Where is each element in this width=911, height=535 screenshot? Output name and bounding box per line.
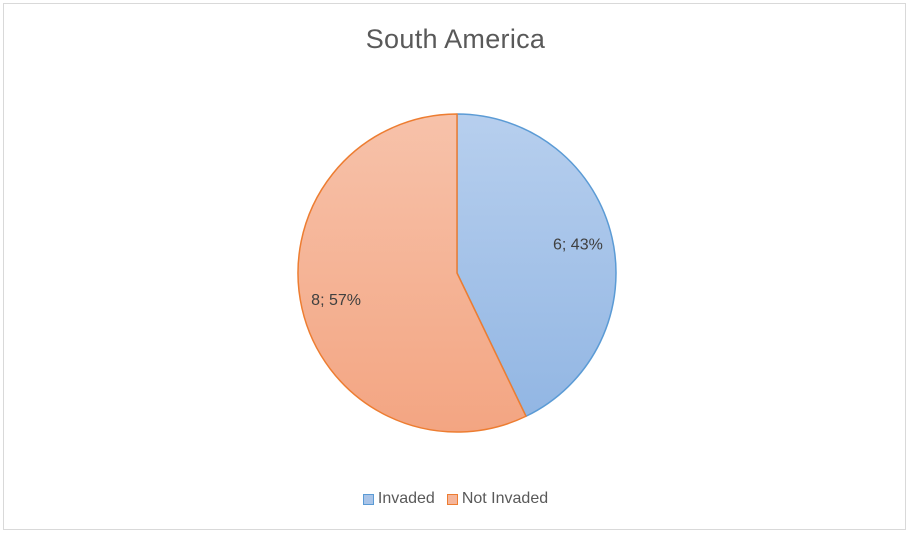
- legend-label-invaded: Invaded: [378, 490, 435, 508]
- legend-swatch-not-invaded: [447, 494, 458, 505]
- legend-label-not-invaded: Not Invaded: [462, 490, 548, 508]
- legend-swatch-invaded: [363, 494, 374, 505]
- data-label-not-invaded: 8; 57%: [311, 292, 361, 309]
- data-label-invaded: 6; 43%: [553, 237, 603, 254]
- legend-item-invaded: Invaded: [363, 490, 435, 508]
- legend-item-not-invaded: Not Invaded: [447, 490, 548, 508]
- legend: Invaded Not Invaded: [0, 490, 911, 508]
- pie-slices: [298, 114, 616, 432]
